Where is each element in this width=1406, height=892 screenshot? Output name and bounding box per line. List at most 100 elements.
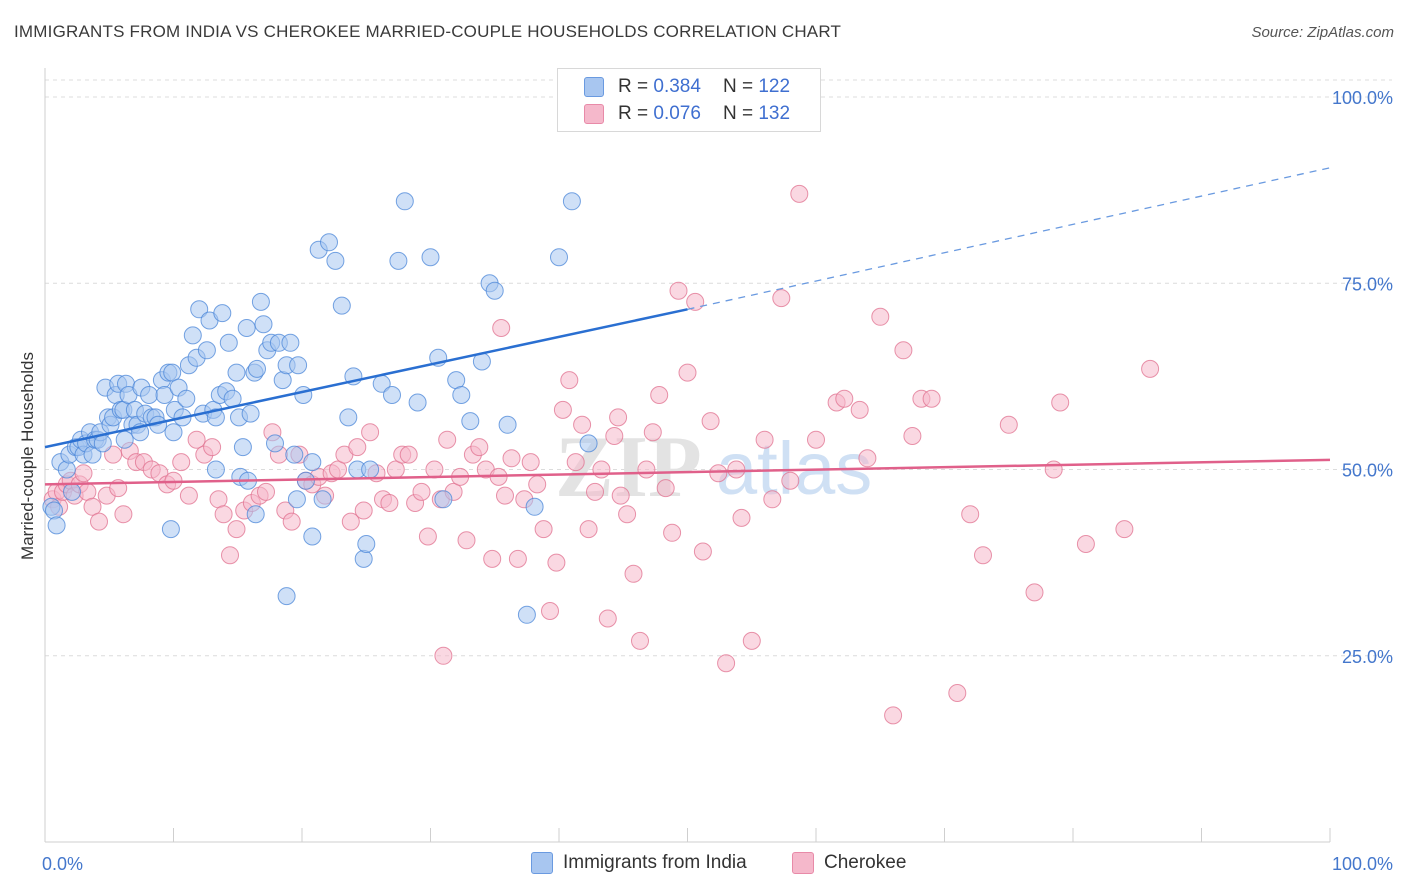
x-tick-label: 0.0% — [42, 854, 83, 874]
point-cherokee — [425, 460, 444, 479]
point-cherokee — [894, 341, 913, 360]
point-cherokee — [611, 486, 630, 505]
point-india — [183, 326, 202, 345]
point-cherokee — [693, 542, 712, 561]
point-india — [303, 453, 322, 472]
point-cherokee — [624, 564, 643, 583]
point-india — [525, 497, 544, 516]
point-cherokee — [221, 546, 239, 565]
point-india — [115, 430, 134, 449]
point-cherokee — [380, 494, 399, 512]
series-india — [42, 192, 598, 624]
point-india — [47, 516, 66, 535]
legend-swatch-cherokee — [584, 104, 604, 124]
point-india — [206, 408, 225, 427]
point-cherokee — [631, 631, 649, 650]
point-india — [517, 605, 536, 624]
point-india — [434, 490, 453, 509]
point-india — [254, 315, 273, 334]
point-cherokee — [678, 363, 697, 382]
point-india — [326, 251, 345, 270]
point-cherokee — [1044, 460, 1063, 479]
point-india — [164, 423, 183, 442]
legend-r-value: 0.384 — [653, 76, 701, 97]
point-cherokee — [871, 307, 890, 326]
point-cherokee — [948, 684, 967, 702]
point-cherokee — [669, 281, 688, 300]
axes — [44, 68, 1331, 843]
point-cherokee — [903, 427, 922, 445]
point-cherokee — [618, 505, 637, 524]
point-cherokee — [643, 423, 662, 442]
point-cherokee — [605, 427, 624, 445]
point-cherokee — [922, 389, 941, 408]
point-cherokee — [172, 453, 191, 472]
point-cherokee — [457, 531, 476, 550]
legend-row-cherokee: R = 0.076 N = 132 — [584, 102, 790, 126]
point-cherokee — [90, 512, 108, 531]
point-india — [579, 434, 598, 453]
point-india — [57, 460, 76, 479]
point-cherokee — [114, 505, 133, 524]
point-cherokee — [586, 482, 604, 501]
y-tick-label: 100.0% — [1332, 88, 1393, 108]
point-cherokee — [790, 184, 809, 203]
point-india — [93, 434, 112, 453]
y-tick-label: 75.0% — [1342, 274, 1393, 294]
point-cherokee — [348, 438, 367, 457]
point-cherokee — [835, 389, 854, 408]
bottom-legend-india: Immigrants from India — [531, 852, 747, 874]
point-cherokee — [999, 415, 1018, 434]
point-cherokee — [656, 479, 675, 498]
point-cherokee — [470, 438, 489, 457]
point-cherokee — [553, 400, 572, 419]
point-india — [227, 363, 246, 382]
point-cherokee — [399, 445, 418, 464]
point-cherokee — [257, 482, 275, 501]
point-cherokee — [566, 453, 585, 472]
point-india — [197, 341, 216, 360]
trend-line-cherokee — [44, 458, 1331, 486]
point-cherokee — [227, 520, 246, 539]
point-cherokee — [850, 400, 869, 419]
point-india — [219, 333, 238, 352]
legend-row-india: R = 0.384 N = 122 — [584, 75, 790, 99]
point-cherokee — [727, 460, 746, 479]
point-cherokee — [717, 654, 736, 673]
bottom-legend-cherokee: Cherokee — [792, 852, 906, 874]
point-cherokee — [534, 520, 553, 539]
point-india — [320, 233, 338, 252]
point-cherokee — [573, 415, 592, 434]
point-cherokee — [858, 449, 877, 468]
point-india — [45, 501, 63, 520]
point-india — [246, 505, 265, 524]
point-cherokee — [354, 501, 373, 520]
point-india — [237, 319, 256, 337]
point-cherokee — [214, 505, 233, 524]
trend-line-india — [44, 308, 688, 449]
point-india — [461, 412, 480, 431]
point-india — [562, 192, 581, 211]
point-india — [357, 535, 376, 553]
point-india — [233, 438, 252, 457]
chart-title: IMMIGRANTS FROM INDIA VS CHEROKEE MARRIE… — [14, 22, 842, 41]
point-india — [285, 445, 304, 464]
point-india — [251, 292, 270, 311]
point-india — [313, 490, 332, 509]
point-cherokee — [579, 520, 598, 539]
bottom-swatch-cherokee — [792, 852, 814, 874]
point-india — [303, 527, 322, 546]
point-cherokee — [418, 527, 437, 546]
point-cherokee — [974, 546, 992, 565]
point-cherokee — [961, 505, 980, 524]
point-india — [361, 460, 380, 479]
point-cherokee — [709, 464, 728, 483]
point-cherokee — [1115, 520, 1134, 539]
point-india — [498, 415, 517, 434]
point-cherokee — [547, 553, 566, 572]
point-india — [163, 363, 182, 382]
point-india — [63, 482, 81, 501]
legend-n-label: N = — [722, 76, 754, 97]
point-india — [289, 356, 308, 375]
